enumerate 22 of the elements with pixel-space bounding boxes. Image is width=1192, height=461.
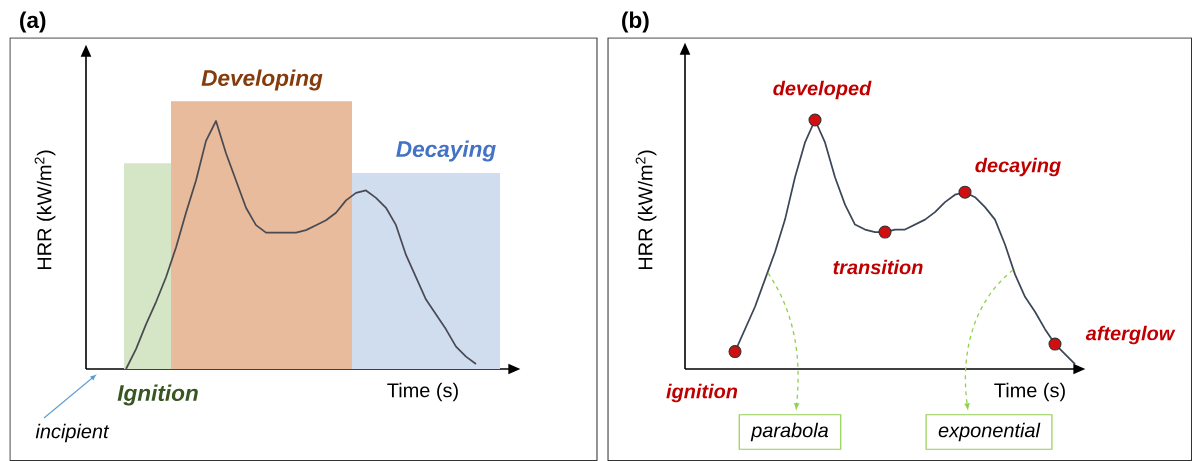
text: parabola xyxy=(750,422,829,442)
point xyxy=(958,185,972,199)
text: afterglow xyxy=(1085,325,1176,345)
x-axis-title: Time (s) xyxy=(387,382,458,402)
point xyxy=(808,113,822,127)
point xyxy=(728,345,742,359)
text: Developing xyxy=(201,69,323,91)
chart-title: (b) xyxy=(622,11,649,33)
y-axis-title: HRR (kW/m$^{2}$) xyxy=(34,150,56,270)
point xyxy=(878,225,892,239)
annotation: decaying xyxy=(975,157,1061,177)
y-axis-title: HRR (kW/m$^{2}$) xyxy=(635,150,657,270)
annotation: Decaying xyxy=(396,140,496,162)
annotation: transition xyxy=(833,259,923,275)
text: Ignition xyxy=(117,384,198,406)
point xyxy=(1048,337,1062,351)
x-axis-title: Time (s) xyxy=(994,382,1065,402)
text: developed xyxy=(773,80,872,100)
text: exponential xyxy=(938,422,1041,442)
text: ignition xyxy=(666,383,738,403)
text: incipient xyxy=(35,423,110,443)
chart-title: (a) xyxy=(20,11,46,33)
